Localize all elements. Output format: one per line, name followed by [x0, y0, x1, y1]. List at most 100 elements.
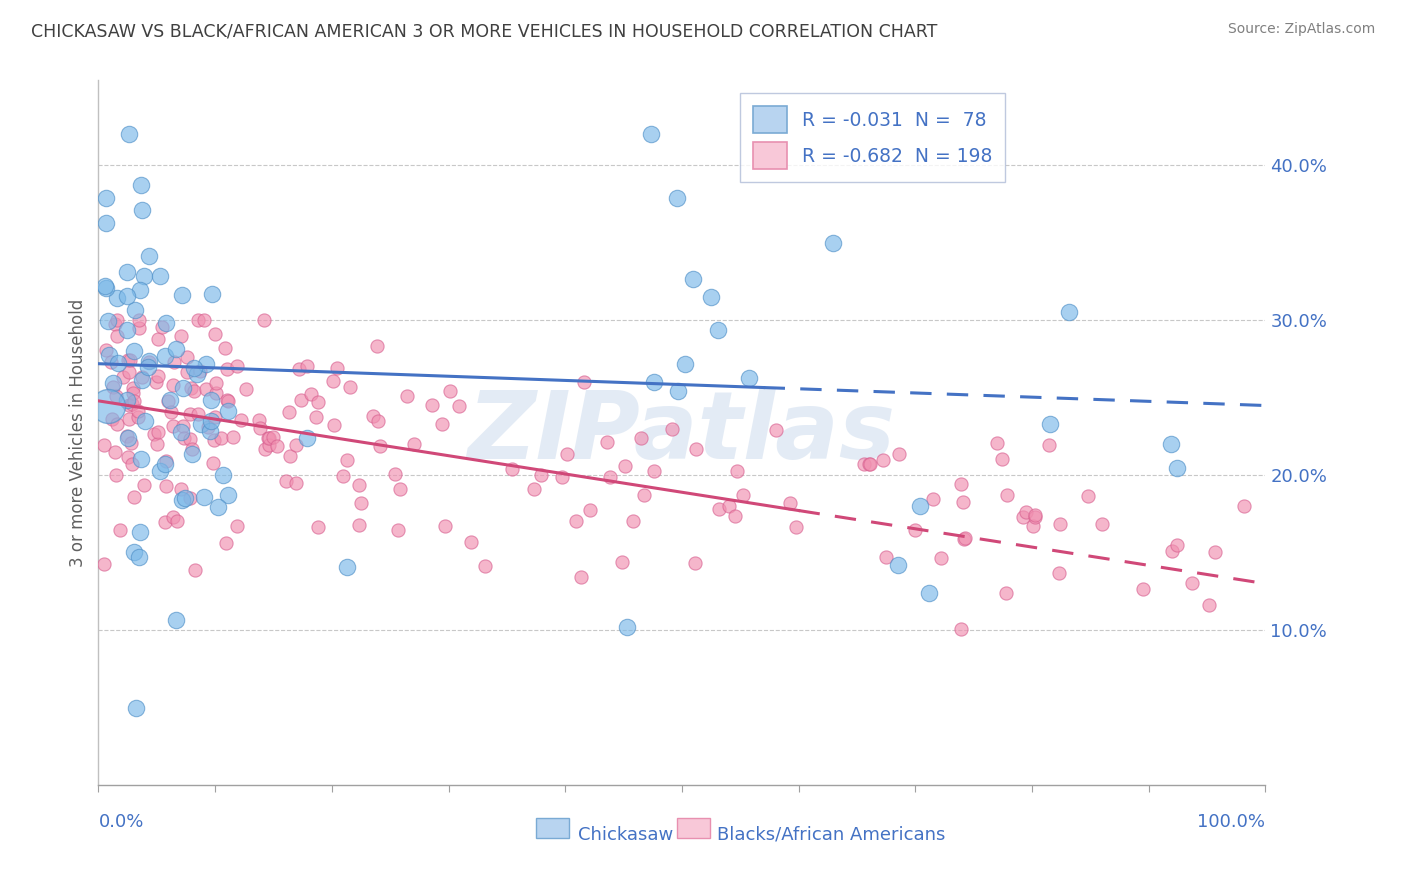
- Point: [661, 422, 683, 436]
- Point: [738, 371, 761, 385]
- Point: [124, 343, 146, 358]
- Text: Blacks/African Americans: Blacks/African Americans: [717, 826, 945, 844]
- Point: [183, 384, 205, 398]
- Point: [115, 429, 138, 443]
- Point: [97, 399, 120, 413]
- Point: [122, 386, 145, 401]
- Point: [115, 393, 138, 408]
- Point: [180, 442, 202, 456]
- Point: [193, 313, 215, 327]
- Point: [222, 430, 245, 444]
- Point: [190, 417, 212, 431]
- Point: [155, 316, 177, 330]
- Point: [323, 417, 346, 432]
- Point: [217, 394, 239, 409]
- Point: [725, 464, 748, 478]
- Point: [339, 380, 361, 394]
- Point: [995, 488, 1018, 502]
- Point: [665, 191, 688, 205]
- Point: [717, 499, 740, 513]
- Point: [785, 520, 807, 534]
- Point: [172, 492, 194, 507]
- FancyBboxPatch shape: [678, 818, 710, 838]
- Point: [190, 364, 212, 378]
- Point: [235, 382, 257, 396]
- Point: [166, 515, 188, 529]
- Point: [118, 353, 141, 368]
- Point: [908, 499, 931, 513]
- Point: [363, 409, 385, 423]
- Point: [366, 339, 388, 353]
- Point: [252, 313, 274, 327]
- Point: [616, 619, 638, 633]
- Point: [295, 431, 318, 445]
- Point: [162, 509, 184, 524]
- Point: [121, 381, 143, 395]
- Point: [105, 291, 128, 305]
- Point: [1057, 305, 1080, 319]
- Point: [197, 420, 219, 434]
- Point: [152, 320, 174, 334]
- Point: [124, 303, 146, 318]
- Point: [138, 359, 160, 374]
- Point: [108, 523, 131, 537]
- Point: [350, 496, 373, 510]
- Point: [202, 456, 225, 470]
- Point: [285, 438, 308, 452]
- Point: [169, 482, 191, 496]
- Point: [94, 216, 117, 230]
- Point: [349, 517, 371, 532]
- Point: [564, 514, 586, 528]
- Point: [93, 278, 115, 293]
- Point: [103, 317, 125, 331]
- Point: [322, 374, 344, 388]
- Point: [217, 404, 239, 418]
- Point: [1015, 505, 1038, 519]
- Point: [212, 468, 235, 483]
- Point: [336, 453, 359, 467]
- Point: [262, 430, 284, 444]
- Point: [886, 558, 908, 572]
- Point: [93, 558, 115, 572]
- Point: [501, 462, 523, 476]
- Point: [131, 370, 153, 384]
- Point: [1077, 489, 1099, 503]
- Point: [226, 359, 249, 373]
- Point: [706, 323, 728, 337]
- Point: [474, 559, 496, 574]
- Point: [155, 454, 177, 468]
- Point: [170, 329, 193, 343]
- Point: [1012, 509, 1035, 524]
- Point: [1024, 508, 1046, 522]
- Point: [131, 452, 153, 467]
- Text: ZIPatlas: ZIPatlas: [468, 386, 896, 479]
- Point: [93, 438, 115, 452]
- Point: [257, 437, 280, 451]
- Point: [145, 375, 167, 389]
- Point: [127, 410, 149, 425]
- Y-axis label: 3 or more Vehicles in Household: 3 or more Vehicles in Household: [69, 299, 87, 566]
- Point: [200, 393, 222, 408]
- Point: [904, 523, 927, 537]
- Point: [707, 502, 730, 516]
- Point: [821, 235, 844, 250]
- Point: [287, 362, 309, 376]
- Point: [198, 424, 221, 438]
- Point: [572, 375, 595, 389]
- Text: 0.0%: 0.0%: [98, 814, 143, 831]
- Text: Source: ZipAtlas.com: Source: ZipAtlas.com: [1227, 22, 1375, 37]
- Point: [148, 425, 170, 439]
- Point: [117, 398, 139, 412]
- Point: [180, 381, 202, 395]
- Point: [107, 356, 129, 370]
- Point: [97, 348, 120, 362]
- Point: [630, 431, 652, 445]
- Point: [596, 435, 619, 450]
- Point: [990, 451, 1012, 466]
- Point: [115, 323, 138, 337]
- Point: [1181, 575, 1204, 590]
- Point: [640, 128, 662, 142]
- Point: [125, 700, 148, 714]
- Point: [347, 478, 370, 492]
- Point: [765, 423, 787, 437]
